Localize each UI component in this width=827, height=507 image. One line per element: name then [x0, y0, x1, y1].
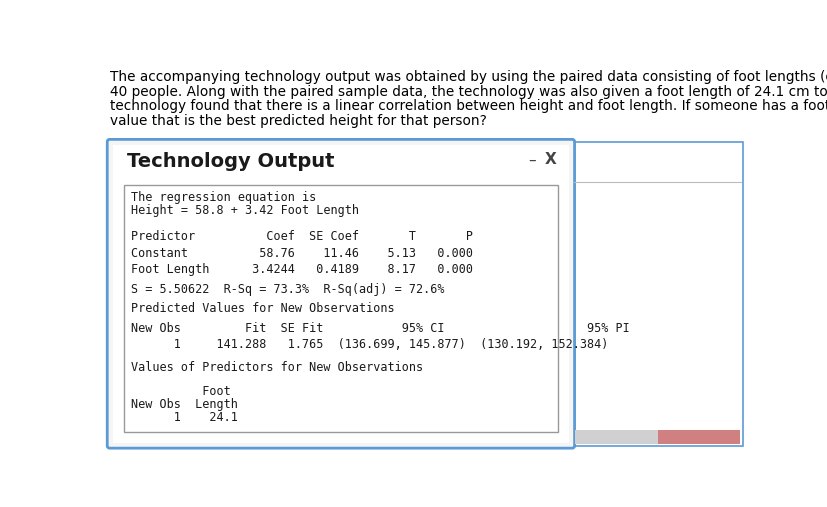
Bar — [123, 185, 558, 432]
Text: value that is the best predicted height for that person?: value that is the best predicted height … — [109, 114, 486, 128]
Text: Values of Predictors for New Observations: Values of Predictors for New Observation… — [131, 361, 423, 374]
Text: –: – — [528, 153, 536, 167]
Text: S = 5.50622  R-Sq = 73.3%  R-Sq(adj) = 72.6%: S = 5.50622 R-Sq = 73.3% R-Sq(adj) = 72.… — [131, 282, 445, 296]
Text: Height = 58.8 + 3.42 Foot Length: Height = 58.8 + 3.42 Foot Length — [131, 204, 359, 217]
Text: 1    24.1: 1 24.1 — [131, 411, 238, 424]
Text: 1     141.288   1.765  (136.699, 145.877)  (130.192, 152.384): 1 141.288 1.765 (136.699, 145.877) (130.… — [131, 338, 609, 350]
Text: Constant          58.76    11.46    5.13   0.000: Constant 58.76 11.46 5.13 0.000 — [131, 247, 473, 260]
Text: X: X — [545, 153, 557, 167]
Text: Foot: Foot — [131, 385, 231, 397]
Text: Predictor          Coef  SE Coef       T       P: Predictor Coef SE Coef T P — [131, 230, 473, 243]
Text: Foot Length      3.4244   0.4189    8.17   0.000: Foot Length 3.4244 0.4189 8.17 0.000 — [131, 263, 473, 276]
Text: New Obs         Fit  SE Fit           95% CI                    95% PI: New Obs Fit SE Fit 95% CI 95% PI — [131, 322, 630, 335]
Bar — [112, 145, 569, 443]
Text: New Obs  Length: New Obs Length — [131, 398, 238, 411]
Text: Predicted Values for New Observations: Predicted Values for New Observations — [131, 302, 395, 315]
Bar — [657, 430, 739, 444]
Text: Technology Output: Technology Output — [127, 153, 334, 171]
Text: 40 people. Along with the paired sample data, the technology was also given a fo: 40 people. Along with the paired sample … — [109, 85, 827, 99]
Bar — [574, 141, 743, 446]
Bar — [576, 430, 739, 444]
Text: technology found that there is a linear correlation between height and foot leng: technology found that there is a linear … — [109, 99, 827, 114]
Text: The accompanying technology output was obtained by using the paired data consist: The accompanying technology output was o… — [109, 70, 827, 84]
FancyBboxPatch shape — [108, 139, 575, 448]
Text: The regression equation is: The regression equation is — [131, 191, 317, 204]
